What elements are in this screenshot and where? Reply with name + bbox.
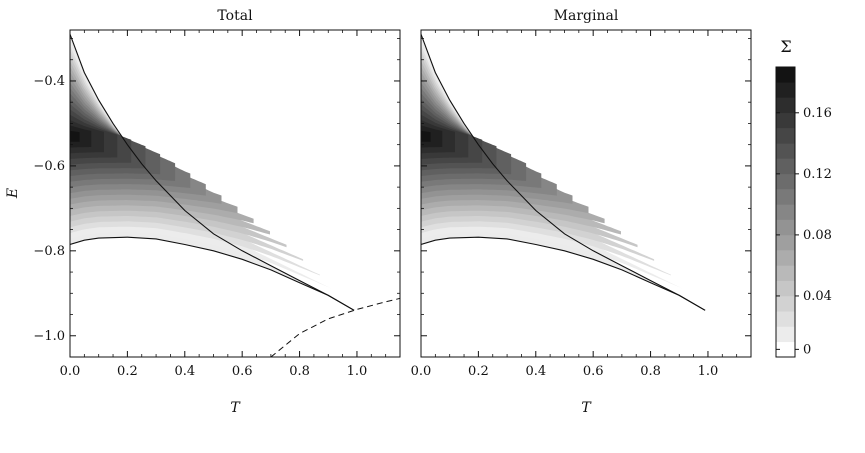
y-axis-title: E [5,188,21,199]
y-tick-label: −0.8 [33,244,65,259]
ticks-marginal: 0.0 0.2 0.4 0.6 0.8 1.0 [411,30,751,379]
panel-marginal: Marginal 0.0 0.2 0.4 0.6 0.8 1.0 T [411,8,752,416]
colorbar-swatch [776,341,795,358]
colorbar-swatch [776,219,795,236]
colorbar-tick-label: 0.08 [803,228,832,243]
contour-band [421,125,443,148]
colorbar-swatches [776,67,795,358]
colorbar-swatch [776,234,795,251]
contour-band [70,39,337,292]
contour-band [70,125,92,148]
colorbar-swatch [776,173,795,190]
colorbar-swatch [776,265,795,281]
plot-frame-total [69,29,401,358]
x-tick-label: 0.2 [468,364,489,379]
colorbar-swatch [776,158,795,175]
colorbar-swatch [776,97,795,114]
x-axis-title-total: T [230,400,241,416]
colorbar-tick-label: 0 [803,342,811,357]
x-tick-label: 0.8 [289,364,310,379]
upper-boundary-curve [421,34,706,311]
y-tick-label: −1.0 [33,329,65,344]
colorbar-swatch [776,250,795,266]
colorbar-swatch [776,112,795,129]
x-tick-label: 0.4 [525,364,546,379]
lower-boundary-curve [421,236,706,311]
colorbar-swatch [776,280,795,297]
x-tick-label: 0.4 [174,364,195,379]
contour-band [421,39,688,292]
plot-frame-marginal [420,29,752,358]
contour-band [70,130,80,142]
ticks-total: 0.0 0.2 0.4 0.6 0.8 1.0 −0.4 −0.6 −0.8 −1.0 [33,30,400,379]
contour-fill-total [70,34,355,311]
colorbar-ticks: 0 0.04 0.08 0.12 0.16 [776,106,832,357]
contour-band [421,130,431,142]
panel-title-marginal: Marginal [554,8,619,24]
panel-total: Total 0.0 0.2 0.4 0.6 0.8 1.0 −0.4 −0.6 −0.8 −1.0… [5,8,401,416]
colorbar: Σ 0 0.04 0.08 0.12 0.16 [775,37,832,358]
colorbar-swatch [776,67,795,83]
colorbar-swatch [776,295,795,312]
colorbar-swatch [776,82,795,98]
x-axis-title-marginal: T [581,400,592,416]
colorbar-swatch [776,143,795,159]
colorbar-label: Σ [780,37,791,56]
colorbar-tick-label: 0.04 [803,289,832,304]
curves-total [70,34,400,357]
y-tick-label: −0.6 [33,159,65,174]
x-tick-label: 0.0 [60,364,81,379]
x-tick-label: 1.0 [698,364,719,379]
curves-marginal [421,34,706,311]
x-tick-label: 0.6 [232,364,253,379]
upper-boundary-curve [70,34,355,311]
x-tick-label: 0.8 [640,364,661,379]
x-tick-label: 0.0 [411,364,432,379]
x-tick-label: 1.0 [347,364,368,379]
colorbar-swatch [776,204,795,220]
contour-fill-marginal [421,34,706,311]
colorbar-swatch [776,326,795,343]
colorbar-swatch [776,189,795,205]
colorbar-tick-label: 0.16 [803,106,832,121]
dashed-curve [270,297,400,357]
colorbar-frame [775,66,796,358]
colorbar-tick-label: 0.12 [803,167,832,182]
colorbar-swatch [776,311,795,327]
y-tick-label: −0.4 [33,74,65,89]
x-tick-label: 0.6 [583,364,604,379]
x-tick-label: 0.2 [117,364,138,379]
colorbar-swatch [776,128,795,144]
panel-title-total: Total [217,8,253,24]
lower-boundary-curve [70,236,355,311]
